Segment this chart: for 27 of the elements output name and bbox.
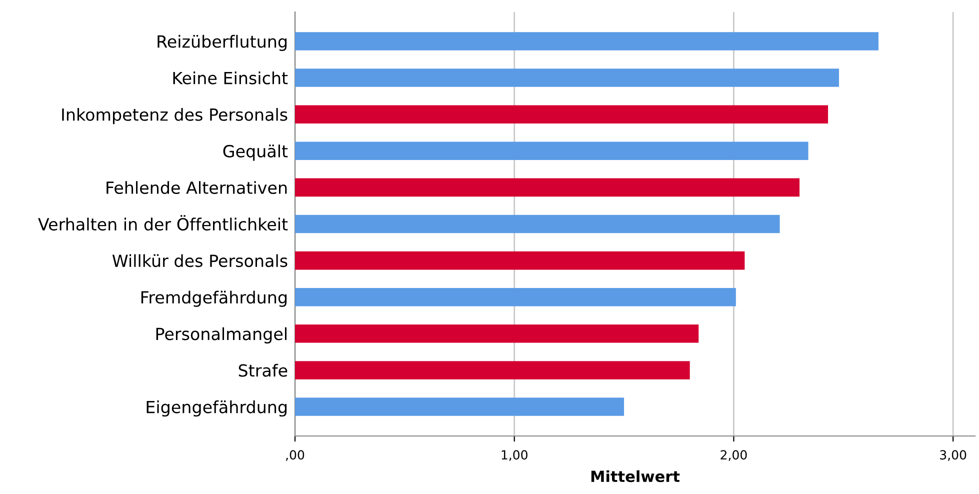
bar [295,361,690,380]
y-tick-label: Willkür des Personals [112,254,288,268]
y-tick-label: Inkompetenz des Personals [62,108,288,124]
y-tick-label: Reizüberflutung [158,34,287,52]
bar [295,398,624,416]
x-tick-label: 1,00 [502,450,528,461]
x-axis-title: Mittelwert [591,470,680,482]
x-tick-label: 2,00 [720,450,747,461]
bar [295,105,828,124]
bar [295,288,736,306]
bar [295,178,800,197]
y-tick-label: Keine Einsicht [173,71,288,84]
y-tick-label: Eigengefährdung [146,400,287,417]
x-tick-label: 3,00 [940,450,966,461]
bar [295,324,699,343]
y-tick-label: Fehlende Alternativen [106,181,287,194]
bar [295,68,839,87]
y-tick-label: Verhalten in der Öffentlichkeit [38,215,288,231]
bar [295,142,808,160]
y-tick-label: Fremdgefährdung [141,290,287,307]
y-tick-label: Strafe [238,364,288,377]
bar [295,32,878,50]
bar [295,214,780,234]
bar [295,251,745,270]
x-tick-label: ,00 [286,450,304,461]
y-tick-label: Personalmangel [156,327,286,344]
y-tick-label: Gequält [223,144,288,161]
